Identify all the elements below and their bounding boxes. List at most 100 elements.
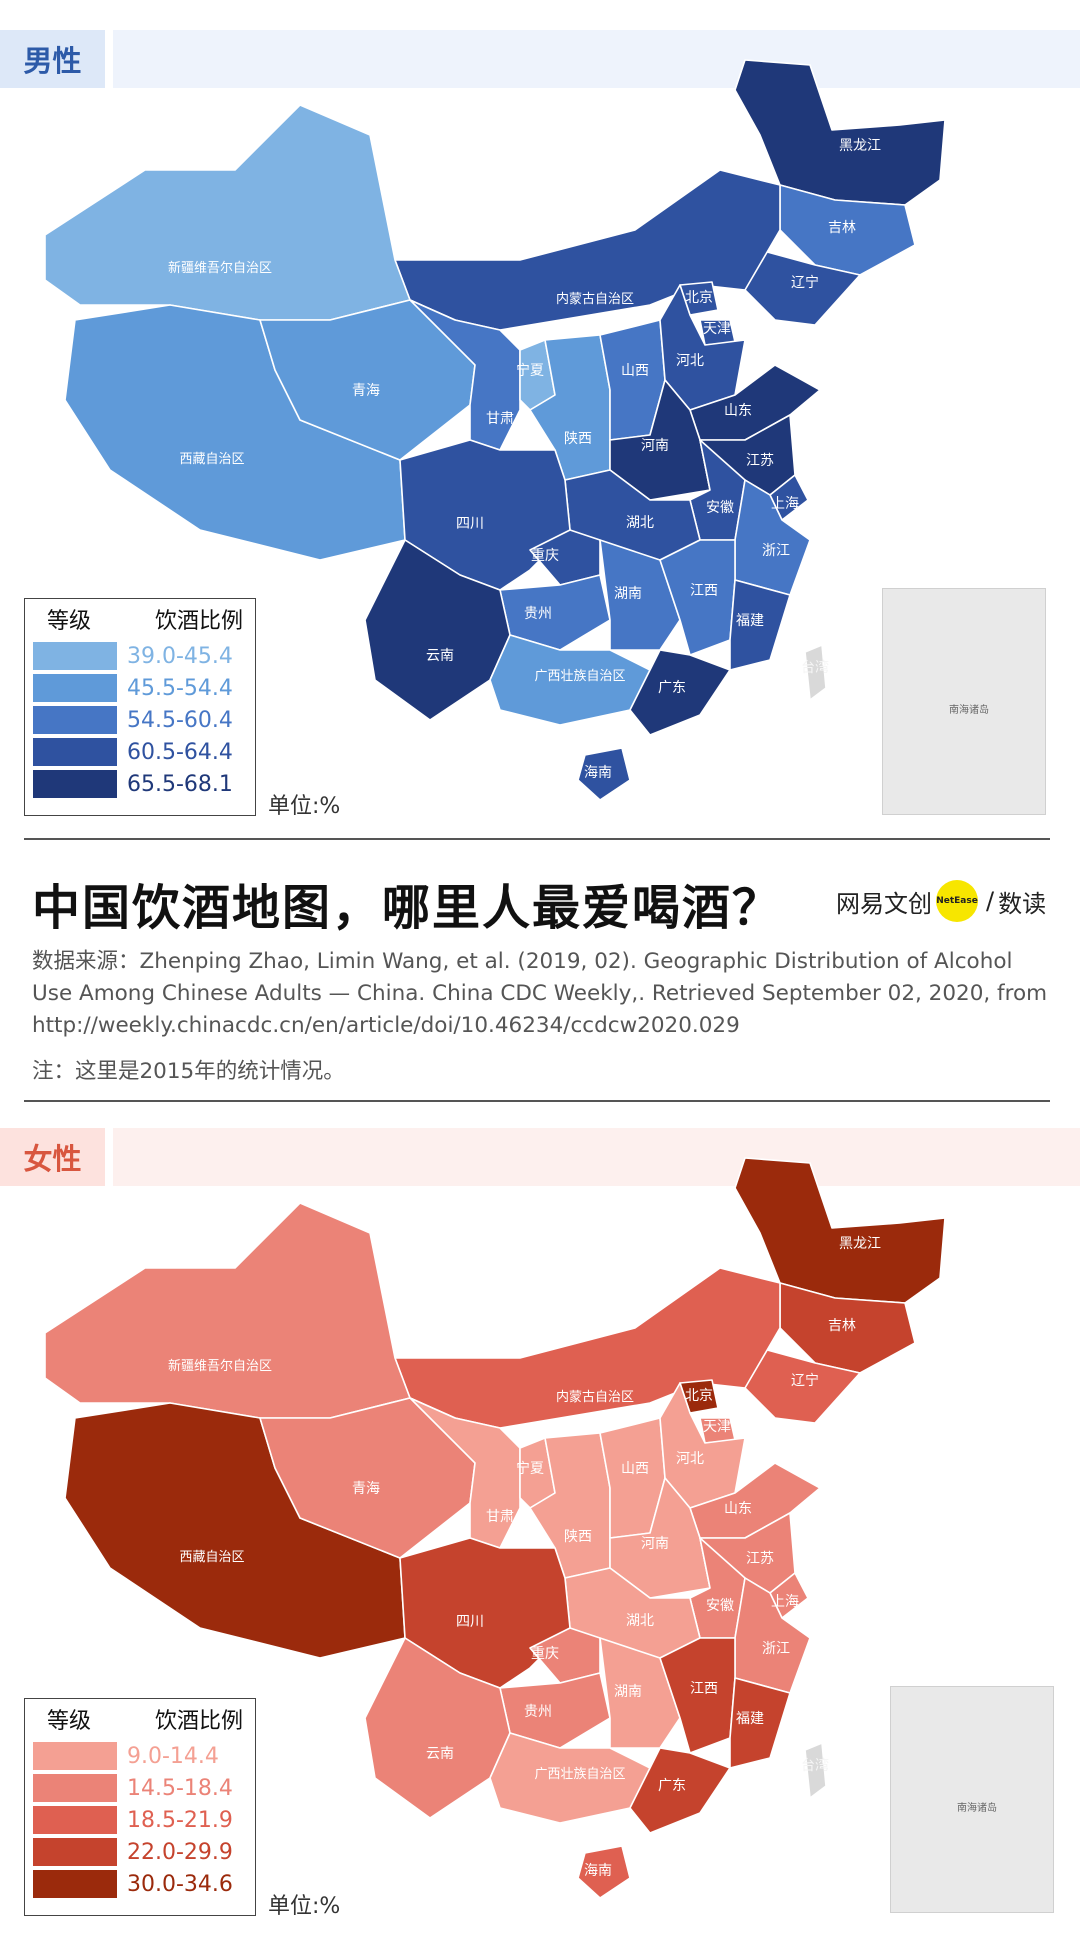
male-province-27 [729, 579, 791, 671]
male-province-label-24: 贵州 [524, 606, 552, 622]
male-legend-range-3: 54.5-60.4 [127, 707, 233, 733]
female-province-label-17: 江苏 [746, 1551, 774, 1567]
female-province-label-22: 四川 [456, 1614, 484, 1630]
female-tag: 女性 [0, 1128, 105, 1186]
female-legend-ratio-label: 饮酒比例 [154, 1709, 243, 1734]
page-title: 中国饮酒地图，哪里人最爱喝酒？ [32, 880, 783, 936]
female-province-label-23: 重庆 [531, 1646, 559, 1662]
female-province-label-20: 浙江 [762, 1641, 790, 1657]
logo-right-text: 数读 [998, 889, 1047, 918]
data-note: 注：这里是2015年的统计情况。 [32, 1059, 345, 1084]
female-province-label-4: 内蒙古自治区 [556, 1389, 634, 1405]
female-legend-swatch-2 [33, 1774, 117, 1802]
male-province-label-29: 广西壮族自治区 [534, 668, 625, 684]
male-province-label-30: 广东 [658, 680, 686, 696]
male-province-31 [577, 747, 631, 801]
male-section-header: 男性 [0, 30, 1080, 88]
male-province-label-26: 江西 [690, 583, 718, 599]
male-province-label-2: 吉林 [828, 220, 856, 236]
female-legend-header: 等级 饮酒比例 [25, 1698, 255, 1740]
female-province-label-18: 安徽 [706, 1598, 734, 1614]
female-province-label-21: 湖北 [626, 1613, 654, 1629]
female-province-8 [409, 1397, 521, 1549]
male-legend-range-5: 65.5-68.1 [127, 771, 233, 797]
male-province-32 [804, 644, 827, 701]
male-province-label-6: 西藏自治区 [179, 452, 244, 467]
female-province-label-13: 天津 [703, 1419, 731, 1435]
male-province-label-19: 上海 [771, 496, 799, 512]
female-legend-range-4: 22.0-29.9 [127, 1839, 233, 1865]
male-province-label-32: 台湾 [801, 659, 829, 676]
male-legend: 等级 饮酒比例 39.0-45.4 45.5-54.4 54.5-60.4 60.5-… [24, 598, 256, 816]
female-province-label-25: 湖南 [614, 1684, 642, 1700]
male-province-2 [779, 184, 916, 276]
male-province-label-7: 青海 [352, 383, 380, 399]
male-legend-header: 等级 饮酒比例 [25, 598, 255, 640]
female-province-label-30: 广东 [658, 1778, 686, 1794]
female-province-label-11: 山西 [621, 1461, 649, 1477]
male-province-label-1: 黑龙江 [839, 138, 881, 154]
female-province-label-14: 河北 [676, 1451, 704, 1467]
male-province-label-9: 宁夏 [516, 362, 544, 379]
female-province-31 [577, 1845, 631, 1899]
male-south-china-sea-inset: 南海诸岛 [882, 588, 1046, 815]
female-province-label-1: 黑龙江 [839, 1236, 881, 1252]
male-province-label-27: 福建 [736, 613, 764, 629]
female-province-label-27: 福建 [736, 1711, 764, 1727]
male-legend-swatch-5 [33, 770, 117, 798]
male-province-label-3: 辽宁 [791, 274, 819, 291]
female-province-label-16: 河南 [641, 1536, 669, 1552]
female-south-china-sea-inset: 南海诸岛 [890, 1686, 1054, 1913]
male-province-label-17: 江苏 [746, 453, 774, 469]
female-legend-range-3: 18.5-21.9 [127, 1807, 233, 1833]
female-legend: 等级 饮酒比例 9.0-14.4 14.5-18.4 18.5-21.9 22.0-2… [24, 1698, 256, 1916]
male-legend-row-5: 65.5-68.1 [25, 768, 255, 800]
male-province-label-28: 云南 [426, 648, 454, 664]
male-province-label-21: 湖北 [626, 515, 654, 531]
male-province-label-13: 天津 [703, 321, 731, 337]
female-province-label-32: 台湾 [801, 1757, 829, 1774]
logo-left-text: 网易文创 [836, 889, 932, 918]
female-legend-range-5: 30.0-34.6 [127, 1871, 233, 1897]
female-province-label-31: 海南 [584, 1863, 612, 1879]
male-province-label-20: 浙江 [762, 543, 790, 559]
male-province-label-8: 甘肃 [486, 411, 514, 427]
female-province-32 [804, 1742, 827, 1799]
female-province-label-5: 新疆维吾尔自治区 [168, 1358, 272, 1374]
male-legend-range-1: 39.0-45.4 [127, 643, 233, 669]
male-legend-ratio-label: 饮酒比例 [154, 609, 243, 634]
male-legend-range-2: 45.5-54.4 [127, 675, 233, 701]
female-section-header: 女性 [0, 1128, 1080, 1186]
male-tag: 男性 [0, 30, 105, 88]
top-divider [24, 838, 1050, 840]
male-unit-label: 单位:% [268, 794, 341, 819]
male-header-band [113, 30, 1080, 88]
female-inset-label: 南海诸岛 [957, 1803, 997, 1814]
female-legend-swatch-5 [33, 1870, 117, 1898]
female-province-label-3: 辽宁 [791, 1372, 819, 1389]
male-province-label-22: 四川 [456, 516, 484, 532]
female-province-label-7: 青海 [352, 1481, 380, 1497]
male-province-8 [409, 299, 521, 451]
female-legend-swatch-1 [33, 1742, 117, 1770]
male-province-30 [629, 649, 731, 736]
female-unit-label: 单位:% [268, 1894, 341, 1919]
male-province-label-23: 重庆 [531, 548, 559, 564]
male-legend-level-label: 等级 [47, 609, 92, 634]
female-header-band [113, 1128, 1080, 1186]
male-legend-row-1: 39.0-45.4 [25, 640, 255, 672]
female-province-label-26: 江西 [690, 1681, 718, 1697]
female-province-label-28: 云南 [426, 1746, 454, 1762]
female-province-30 [629, 1747, 731, 1834]
female-legend-range-2: 14.5-18.4 [127, 1775, 233, 1801]
male-province-label-10: 陕西 [564, 431, 592, 447]
female-province-label-15: 山东 [724, 1501, 752, 1517]
male-legend-swatch-2 [33, 674, 117, 702]
female-legend-row-2: 14.5-18.4 [25, 1772, 255, 1804]
female-province-label-8: 甘肃 [486, 1509, 514, 1525]
female-legend-row-3: 18.5-21.9 [25, 1804, 255, 1836]
male-legend-swatch-3 [33, 706, 117, 734]
female-province-label-12: 北京 [685, 1388, 713, 1404]
female-legend-body: 9.0-14.4 14.5-18.4 18.5-21.9 22.0-29.9 30.0-… [25, 1740, 255, 1900]
